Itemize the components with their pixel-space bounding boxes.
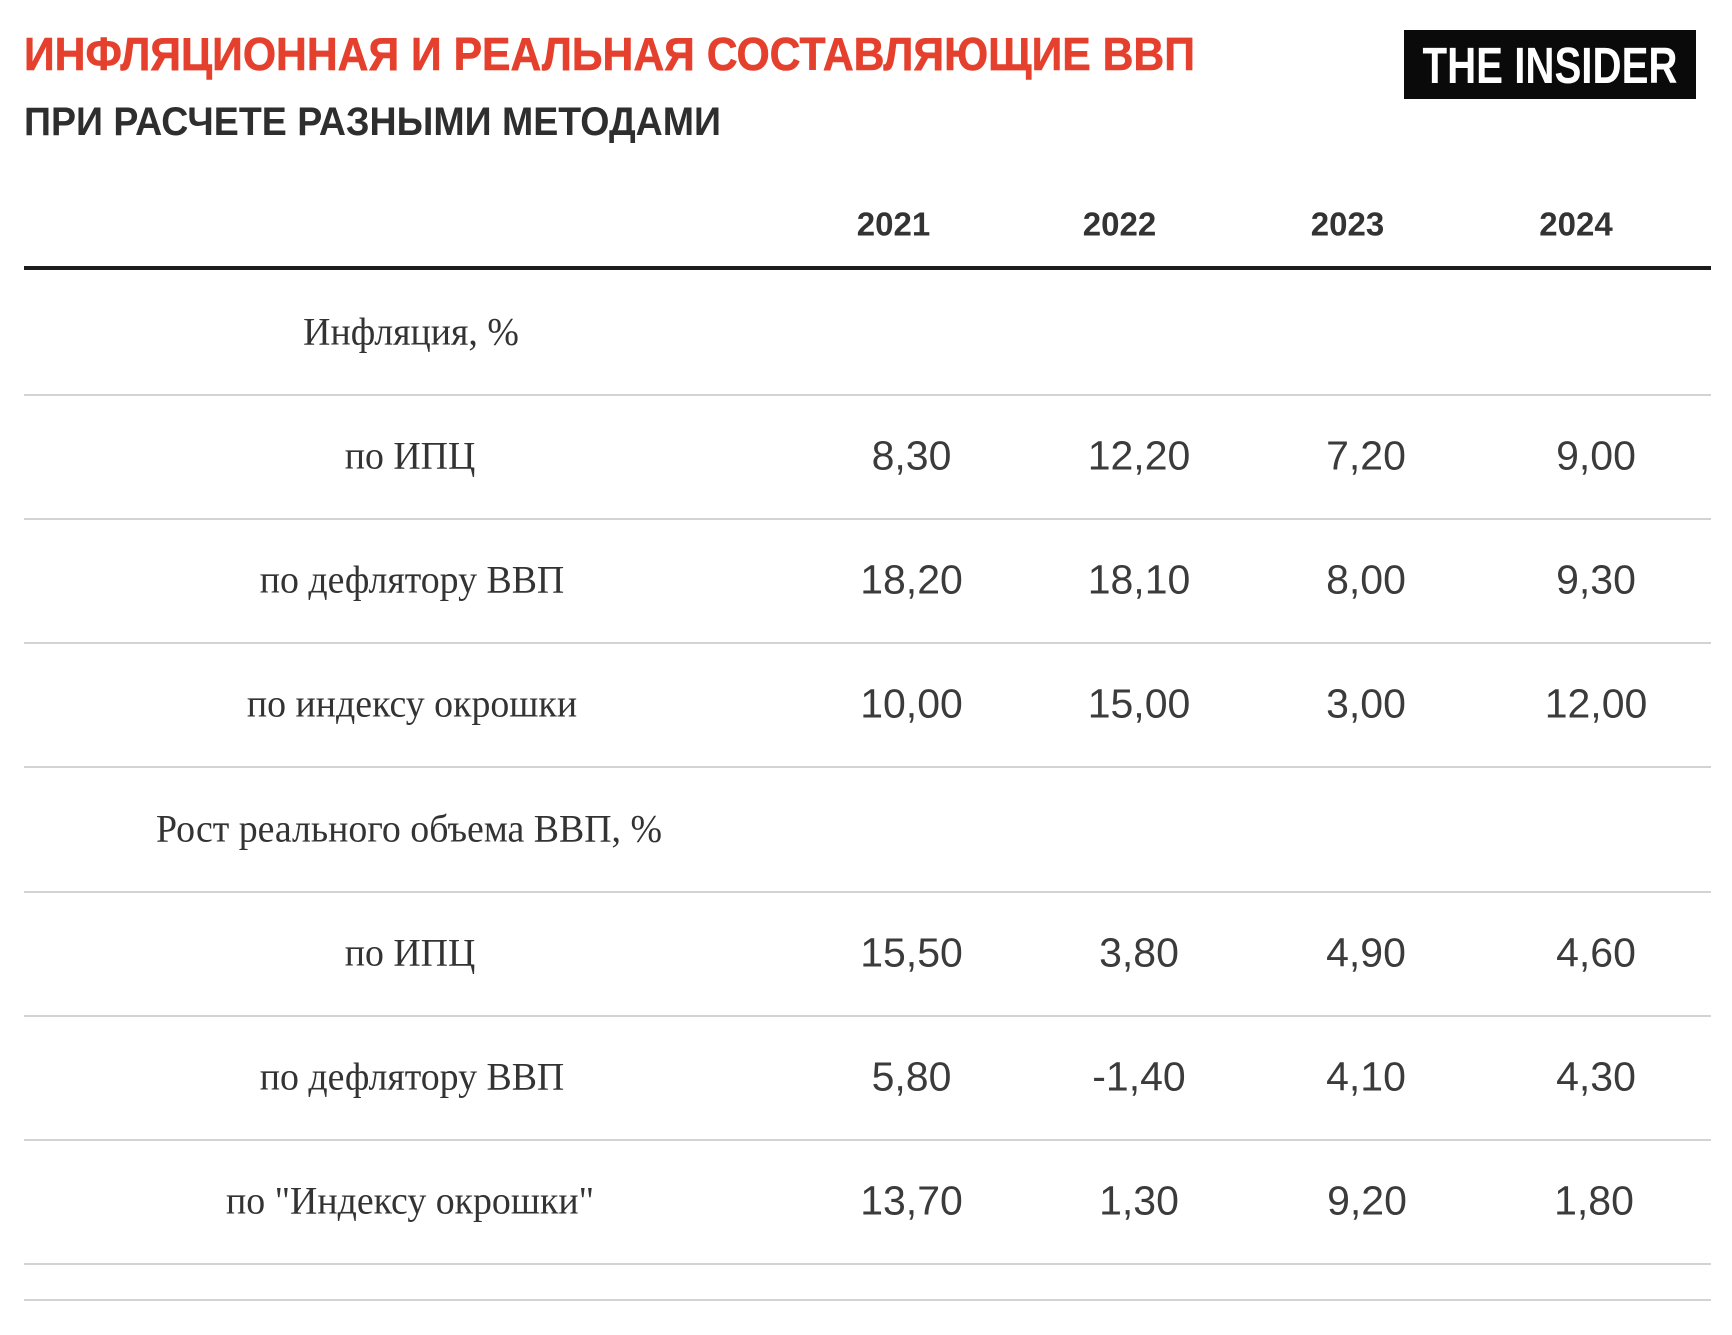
svg-text:THE INSIDER: THE INSIDER [1423, 37, 1678, 94]
